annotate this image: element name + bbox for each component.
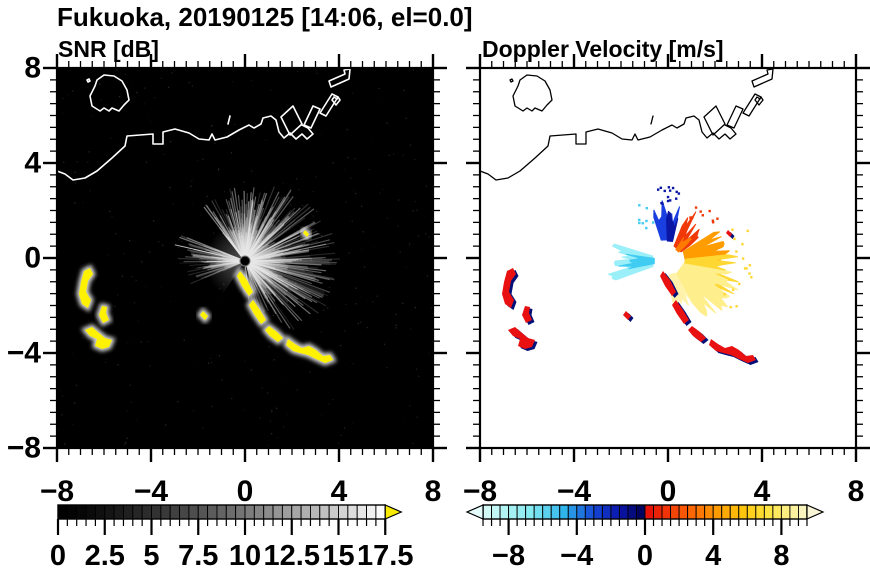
colorbar-tick-label: −8: [492, 540, 525, 570]
figure-title: Fukuoka, 20190125 [14:06, el=0.0]: [57, 2, 473, 32]
coastline-coast-dash: [650, 115, 654, 125]
echo-blob: [237, 271, 253, 296]
coastline-wharf-b: [303, 105, 321, 129]
x-tick-label: 4: [754, 475, 771, 508]
velocity-lobe: [618, 253, 655, 270]
echo-blob: [303, 230, 309, 237]
colorbar-tick-label: 0: [50, 540, 66, 570]
echo-blob: [672, 300, 689, 324]
colorbar-tick-label: 8: [773, 540, 789, 570]
coastline-noko-island: [512, 74, 553, 112]
axes: −8 −4 0 4 8: [463, 54, 870, 508]
echo-blobs: [502, 230, 759, 365]
echo-blob: [688, 326, 706, 342]
x-tick-label: 8: [425, 475, 442, 508]
colorbar-tick-label: 17.5: [357, 540, 413, 570]
x-tick-label: 8: [848, 475, 865, 508]
coastline-wharf-a: [280, 105, 303, 136]
echo-blobs: [76, 226, 337, 366]
y-tick-label: 4: [24, 147, 41, 180]
echo-blob: [265, 326, 283, 342]
colorbar-tick-label: 10: [229, 540, 261, 570]
coastline: [479, 68, 774, 181]
y-tick-label: 8: [24, 52, 41, 85]
colorbar-tick-label: 0: [637, 540, 653, 570]
colorbar-tick-label: 4: [705, 540, 721, 570]
coastline-wharf-a: [703, 105, 726, 136]
echo-blob: [502, 268, 516, 308]
y-tick-label: −4: [7, 337, 42, 370]
echo-blob: [726, 230, 732, 237]
x-tick-label: −8: [463, 475, 497, 508]
echo-blob: [249, 300, 266, 324]
coastline-islet: [509, 78, 514, 83]
colorbar-underflow-arrow: [465, 504, 484, 520]
colorbar-overflow-arrow: [384, 504, 403, 520]
snr-fan: [174, 186, 340, 356]
colorbar-tick-label: 7.5: [178, 540, 218, 570]
doppler-fan: [607, 186, 753, 317]
coastline-noko-island: [89, 74, 130, 112]
colorbar-tick-label: −4: [560, 540, 593, 570]
colorbar-tick-label: 2.5: [85, 540, 125, 570]
echo-blob: [709, 339, 756, 363]
x-tick-label: −4: [134, 475, 169, 508]
velocity-lobe: [675, 237, 692, 253]
axes: −8 −4 0 4 8 8 4 0 −4 −8: [7, 52, 447, 508]
x-tick-label: 4: [331, 475, 348, 508]
y-tick-label: −8: [7, 432, 41, 465]
radar-site-dot: [661, 254, 675, 268]
echo-blob: [79, 268, 93, 308]
doppler-colorbar: −8 −4 0 4 8: [465, 504, 825, 570]
colorbar-overflow-arrow: [806, 504, 825, 520]
coastline-wharf-b: [726, 105, 744, 129]
colorbar-tick-label: 12.5: [264, 540, 320, 570]
echo-blob: [522, 306, 532, 323]
echo-blob: [200, 311, 208, 320]
x-tick-label: −8: [40, 475, 74, 508]
coastline-coast-dash: [227, 115, 231, 125]
x-tick-label: −4: [557, 475, 592, 508]
doppler-panel-title: Doppler Velocity [m/s]: [482, 36, 724, 62]
radar-site-dot: [239, 255, 251, 267]
x-tick-label: 0: [660, 475, 677, 508]
echo-blob: [508, 327, 535, 349]
echo-blob: [623, 311, 631, 320]
x-tick-label: 0: [237, 475, 254, 508]
echo-blob: [660, 271, 676, 296]
echo-blob: [85, 327, 112, 349]
velocity-lobe: [666, 210, 679, 243]
colorbar: −8 −4 0 4 8: [465, 504, 825, 570]
coastline-harbor-blob: [331, 96, 341, 106]
coastline-islet: [86, 78, 91, 83]
colorbar-tick-label: 15: [322, 540, 354, 570]
colorbar-tick-label: 5: [143, 540, 159, 570]
velocity-lobe: [675, 263, 739, 317]
y-tick-label: 0: [24, 242, 41, 275]
snr-panel-title: SNR [dB]: [58, 36, 159, 62]
snr-map: −8 −4 0 4 8 8 4 0 −4 −8: [7, 52, 447, 508]
colorbar: 0 2.5 5 7.5 10 12.5 15 17.5: [50, 504, 413, 570]
doppler-map: −8 −4 0 4 8: [463, 54, 870, 508]
echo-blob: [99, 306, 109, 323]
snr-colorbar: 0 2.5 5 7.5 10 12.5 15 17.5: [50, 504, 413, 570]
echo-blob: [286, 339, 333, 363]
coastline-harbor-blob: [754, 96, 764, 106]
